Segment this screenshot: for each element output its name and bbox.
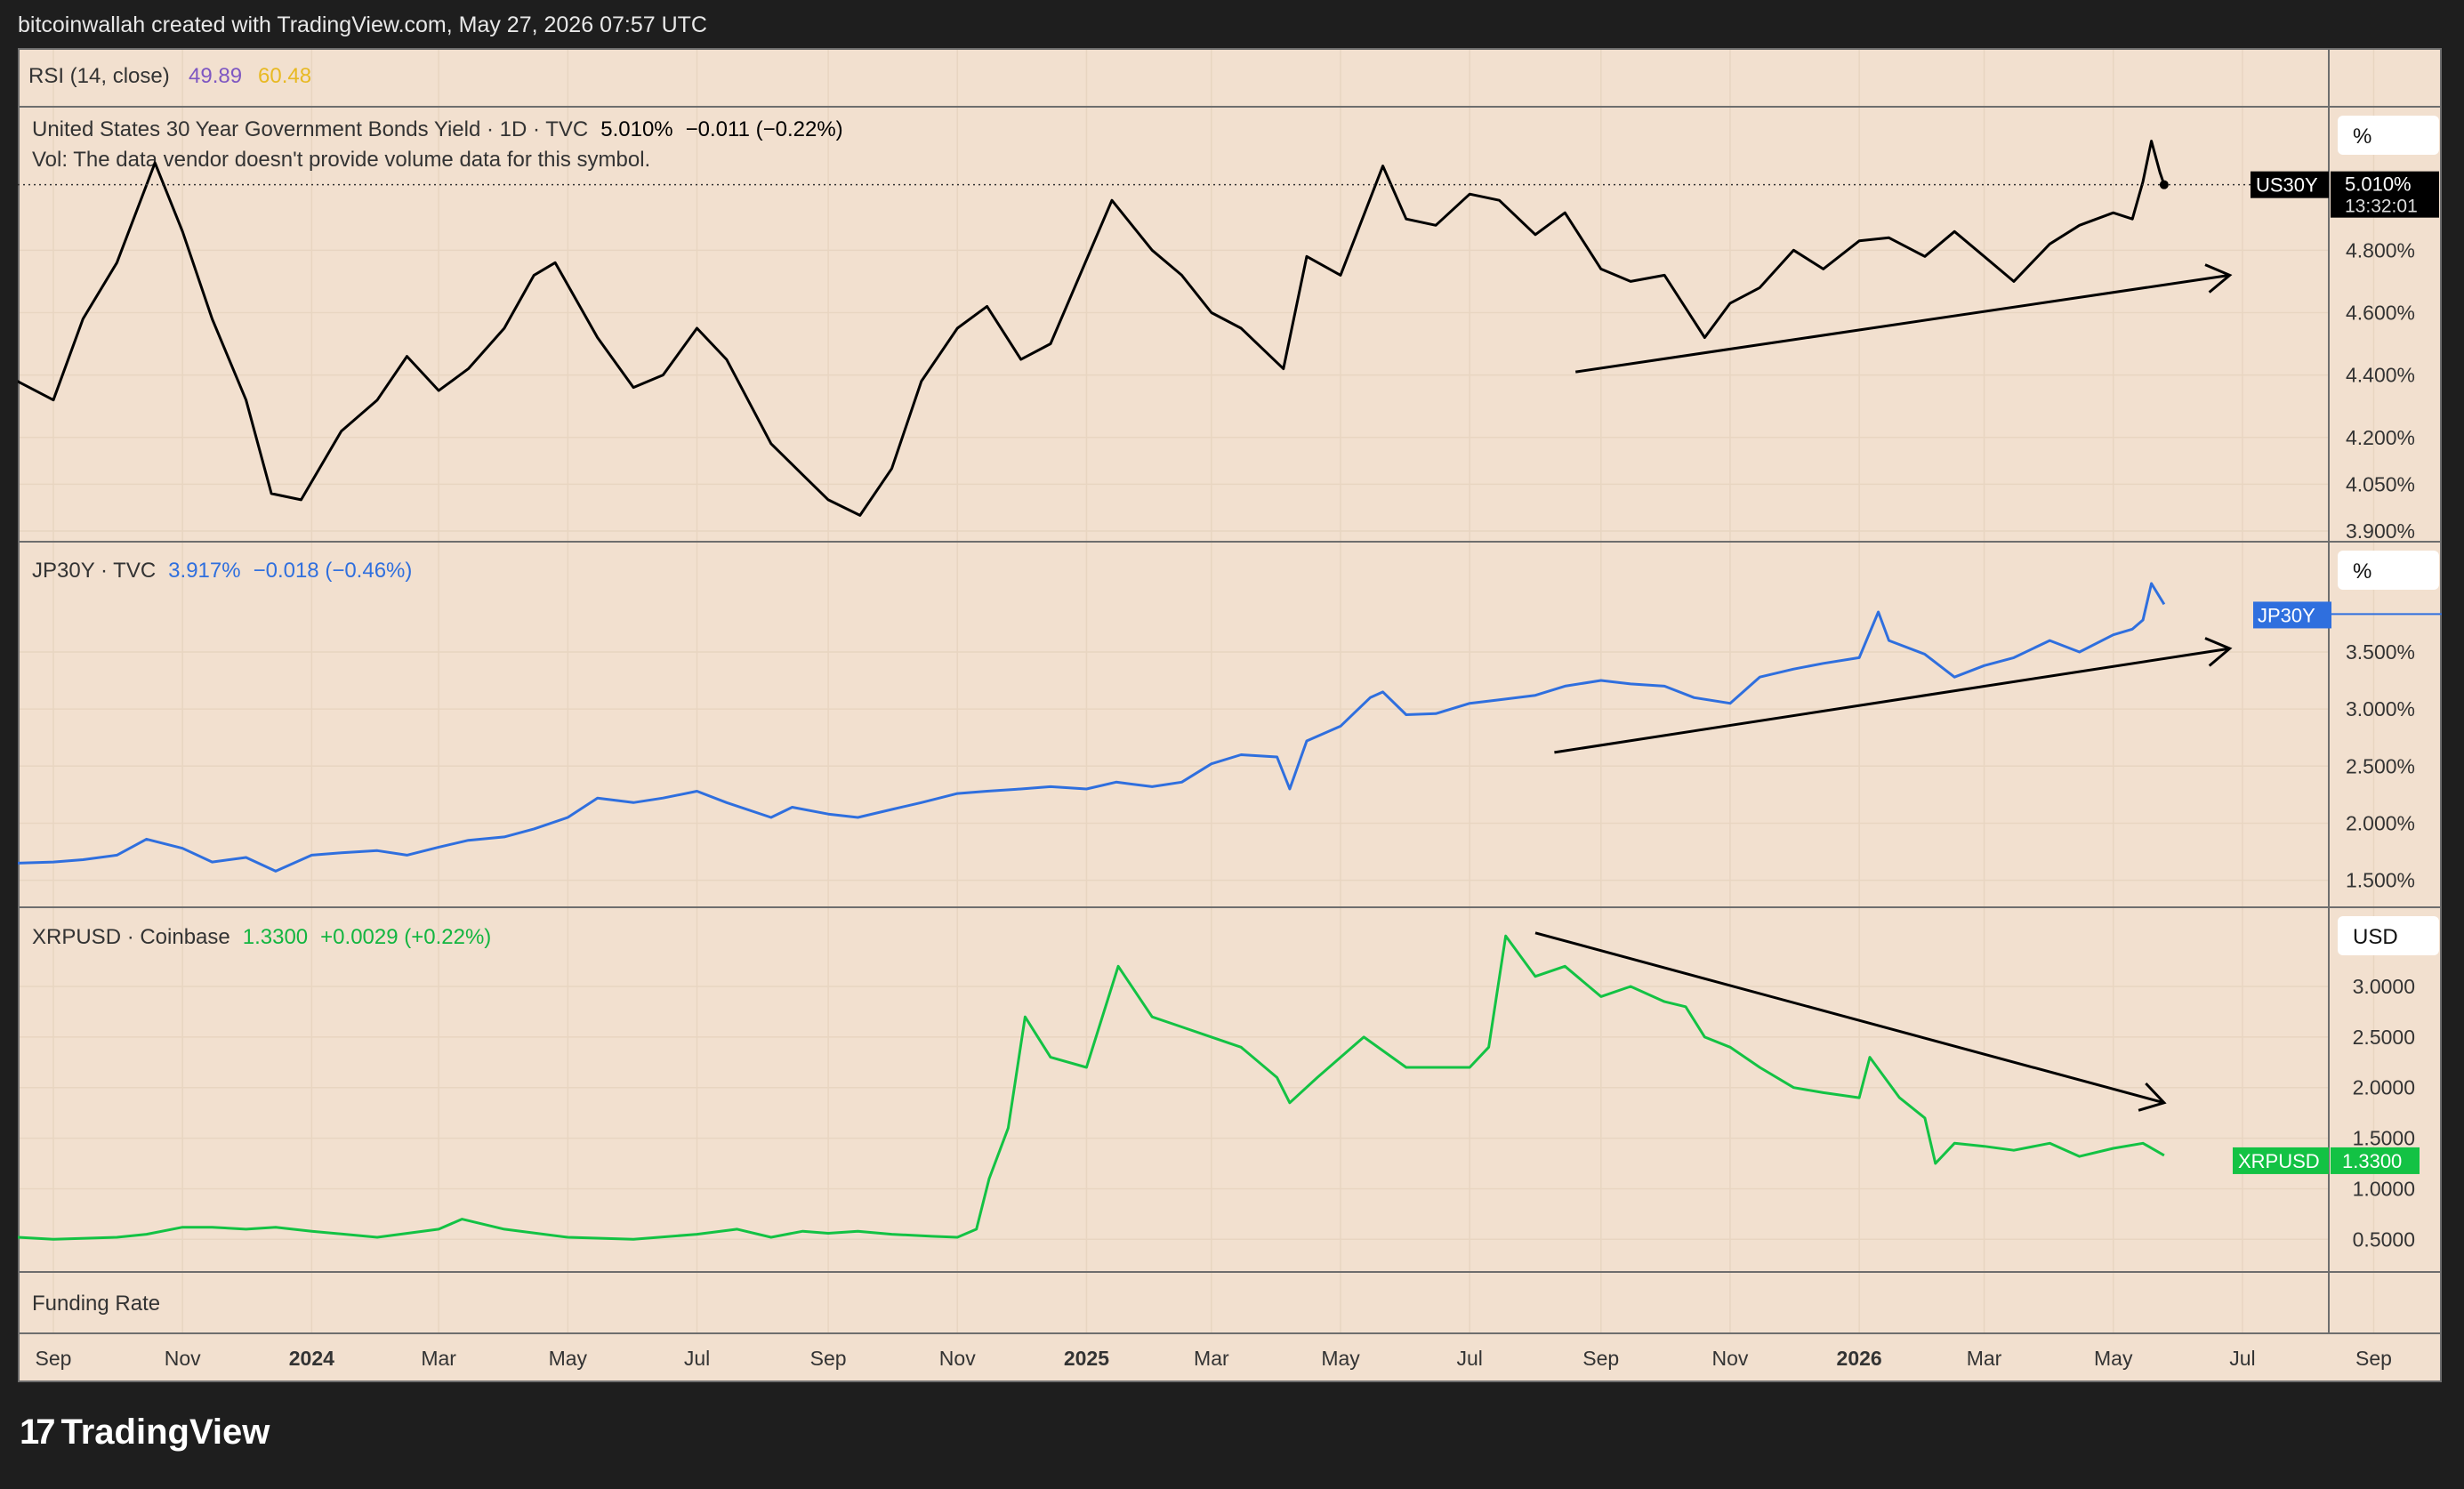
time-axis-label: 2026 (1837, 1347, 1882, 1370)
jp30y-title-text: JP30Y · TVC (32, 559, 156, 583)
tradingview-logo-text: TradingView (60, 1413, 270, 1452)
y-tick-label: 3.900% (2346, 519, 2415, 543)
price-tag-value: 5.010% (2345, 173, 2412, 196)
jp30y-title[interactable]: JP30Y · TVC 3.917% −0.018 (−0.46%) (32, 559, 412, 583)
price-tag-countdown: 13:32:01 (2345, 197, 2418, 217)
last-price-dot (2159, 180, 2169, 189)
series-line (18, 140, 2166, 517)
us30y-title-text: United States 30 Year Government Bonds Y… (32, 117, 588, 141)
y-axis-layer: 4.800% 4.600% 4.400% 4.200% 4.050% 3.900%% US3… (2233, 116, 2439, 1251)
price-tag-bg (2331, 171, 2439, 218)
trendline-arrowhead (2204, 263, 2233, 294)
us30y-change: −0.011 (−0.22%) (686, 117, 843, 141)
time-axis-label: 2025 (1064, 1347, 1109, 1370)
time-axis-label: Sep (810, 1347, 847, 1370)
unit-button[interactable]: USD (2338, 916, 2439, 955)
unit-button[interactable]: % (2338, 116, 2439, 155)
y-tick-label: 2.0000 (2353, 1076, 2415, 1099)
chart-background (18, 48, 2442, 1382)
unit-label: % (2353, 559, 2371, 584)
series-line (18, 582, 2166, 873)
price-tag-bg (2331, 1147, 2420, 1174)
time-axis-label: May (549, 1347, 588, 1370)
unit-label: USD (2353, 925, 2398, 949)
unit-button-bg (2338, 916, 2439, 955)
price-tag-symbol: XRPUSD (2238, 1150, 2320, 1172)
time-axis-label: Jul (2229, 1347, 2255, 1370)
time-axis-label: Jul (684, 1347, 710, 1370)
unit-button-bg (2338, 551, 2439, 590)
xrp-change: +0.0029 (+0.22%) (320, 925, 491, 949)
time-axis-label: Nov (165, 1347, 201, 1370)
funding-rate-label[interactable]: Funding Rate (32, 1292, 160, 1316)
time-axis-label: Mar (1967, 1347, 2002, 1370)
jp30y-last-value: 3.917% (168, 559, 240, 583)
chart-frame: RSI (14, close) 49.89 60.48 United State… (18, 48, 2442, 1382)
unit-button[interactable]: % (2338, 551, 2439, 590)
tradingview-logo-icon: 17 (20, 1413, 55, 1452)
time-axis-label: Sep (1582, 1347, 1619, 1370)
rsi-value-2: 60.48 (258, 64, 311, 88)
trendline-arrowhead (2204, 637, 2233, 667)
y-tick-label: 0.5000 (2353, 1227, 2415, 1251)
xrp-title-text: XRPUSD · Coinbase (32, 925, 230, 949)
y-tick-label: 3.500% (2346, 640, 2415, 664)
y-tick-label: 4.600% (2346, 301, 2415, 324)
price-tag-symbol: US30Y (2256, 174, 2318, 197)
price-tag-symbol-bg (2251, 171, 2329, 198)
time-axis-label: Jul (1457, 1347, 1483, 1370)
trendline[interactable] (1575, 273, 2230, 374)
y-tick-label: 4.050% (2346, 472, 2415, 495)
y-tick-label: 1.500% (2346, 869, 2415, 892)
unit-label: % (2353, 125, 2371, 149)
price-tag-symbol: JP30Y (2258, 604, 2315, 626)
trendline[interactable] (1554, 647, 2230, 754)
time-axis-label: 2024 (289, 1347, 334, 1370)
time-axis-label: Sep (2355, 1347, 2392, 1370)
tradingview-logo[interactable]: 17 TradingView (20, 1413, 270, 1453)
price-tag-value: 1.3300 (2342, 1150, 2402, 1172)
unit-button-bg (2338, 116, 2439, 155)
y-tick-label: 3.0000 (2353, 975, 2415, 998)
xrp-title[interactable]: XRPUSD · Coinbase 1.3300 +0.0029 (+0.22%) (32, 925, 491, 949)
y-tick-label: 1.5000 (2353, 1127, 2415, 1150)
y-tick-label: 1.0000 (2353, 1177, 2415, 1200)
rsi-value-1: 49.89 (189, 64, 242, 88)
xrp-last-value: 1.3300 (243, 925, 308, 949)
trendline-arrowhead (2138, 1082, 2167, 1112)
time-axis-label: May (1321, 1347, 1360, 1370)
pane-borders (18, 48, 2442, 1382)
y-tick-label: 2.000% (2346, 811, 2415, 834)
series-layer (18, 140, 2442, 1241)
time-axis-label: Nov (939, 1347, 976, 1370)
time-axis-label: Mar (421, 1347, 456, 1370)
grid-lines (18, 48, 2375, 1333)
rsi-label[interactable]: RSI (14, close) (28, 64, 170, 88)
credit-text: bitcoinwallah created with TradingView.c… (18, 12, 707, 37)
time-axis-label: Mar (1194, 1347, 1229, 1370)
y-tick-label: 2.500% (2346, 754, 2415, 777)
time-axis: Sep Nov 2024 Mar May Jul Sep Nov 2025 Mar May Jul Se… (36, 1347, 2392, 1370)
y-tick-label: 4.800% (2346, 238, 2415, 262)
us30y-last-value: 5.010% (600, 117, 672, 141)
y-tick-label: 2.5000 (2353, 1026, 2415, 1049)
jp30y-change: −0.018 (−0.46%) (254, 559, 413, 583)
price-tag-symbol-bg (2233, 1147, 2329, 1174)
series-line (18, 934, 2165, 1241)
y-tick-label: 4.200% (2346, 426, 2415, 449)
trendline[interactable] (1534, 931, 2165, 1105)
y-tick-label: 3.000% (2346, 697, 2415, 720)
y-tick-label: 4.400% (2346, 364, 2415, 387)
frame-border (18, 48, 2442, 1382)
time-axis-label: Sep (36, 1347, 72, 1370)
time-axis-label: May (2094, 1347, 2133, 1370)
price-tag-symbol-bg (2253, 601, 2331, 629)
us30y-title[interactable]: United States 30 Year Government Bonds Y… (32, 117, 843, 141)
us30y-volume-note: Vol: The data vendor doesn't provide vol… (32, 148, 650, 172)
time-axis-label: Nov (1712, 1347, 1749, 1370)
